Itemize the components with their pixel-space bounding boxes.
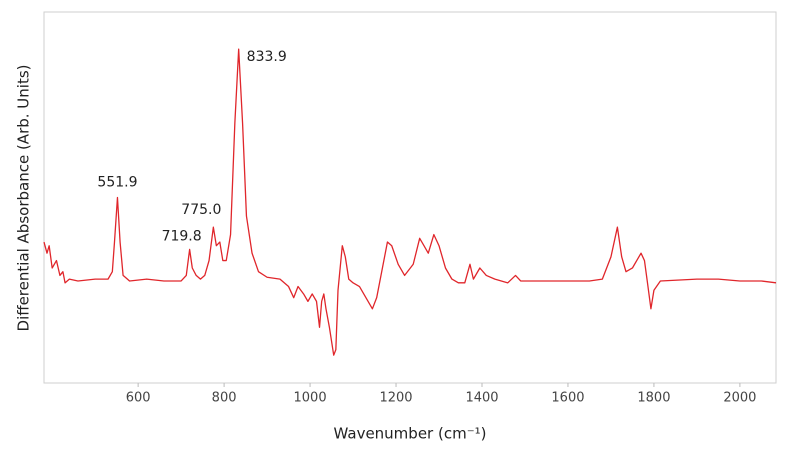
x-tick-label: 2000 — [723, 391, 756, 406]
x-tick-label: 1200 — [379, 391, 412, 406]
x-axis-title: Wavenumber (cm⁻¹) — [334, 425, 487, 443]
x-tick-label: 1800 — [637, 391, 670, 406]
peak-label: 775.0 — [181, 202, 221, 218]
plot-frame — [43, 11, 777, 384]
x-tick-label: 800 — [212, 391, 237, 406]
peak-label: 719.8 — [162, 228, 202, 244]
x-tick-label: 1000 — [294, 391, 327, 406]
x-tick-label: 600 — [126, 391, 151, 406]
spectrum-line — [43, 48, 777, 356]
peak-label: 551.9 — [97, 175, 137, 191]
y-axis-title: Differential Absorbance (Arb. Units) — [15, 65, 33, 332]
peak-label: 833.9 — [247, 49, 287, 65]
x-tick-label: 1400 — [465, 391, 498, 406]
x-tick-label: 1600 — [551, 391, 584, 406]
